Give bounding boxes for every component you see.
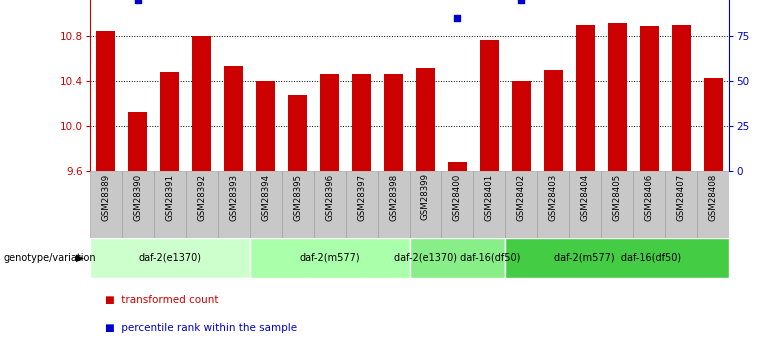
Text: GSM28398: GSM28398 bbox=[389, 174, 398, 220]
Bar bbox=[448, 162, 467, 171]
Bar bbox=[505, 171, 537, 238]
Bar bbox=[505, 238, 729, 278]
Text: GSM28405: GSM28405 bbox=[613, 174, 622, 221]
Bar bbox=[537, 171, 569, 238]
Bar bbox=[250, 171, 282, 238]
Bar bbox=[544, 70, 563, 171]
Bar bbox=[288, 95, 307, 171]
Text: GSM28403: GSM28403 bbox=[549, 174, 558, 221]
Bar bbox=[192, 36, 211, 171]
Bar bbox=[378, 171, 410, 238]
Bar bbox=[90, 171, 122, 238]
Bar bbox=[512, 81, 531, 171]
Bar bbox=[160, 72, 179, 171]
Bar bbox=[96, 31, 115, 171]
Bar bbox=[640, 26, 659, 171]
Text: daf-2(e1370) daf-16(df50): daf-2(e1370) daf-16(df50) bbox=[394, 253, 521, 263]
Bar bbox=[410, 238, 505, 278]
Bar bbox=[122, 171, 154, 238]
Text: GSM28401: GSM28401 bbox=[485, 174, 494, 221]
Text: GSM28390: GSM28390 bbox=[133, 174, 142, 220]
Bar bbox=[416, 68, 435, 171]
Text: GSM28397: GSM28397 bbox=[357, 174, 366, 220]
Text: GSM28395: GSM28395 bbox=[293, 174, 302, 220]
Text: GSM28402: GSM28402 bbox=[517, 174, 526, 221]
Text: daf-2(m577)  daf-16(df50): daf-2(m577) daf-16(df50) bbox=[554, 253, 681, 263]
Bar bbox=[346, 171, 378, 238]
Bar bbox=[608, 23, 627, 171]
Bar bbox=[282, 171, 314, 238]
Text: GSM28399: GSM28399 bbox=[421, 174, 430, 220]
Text: GSM28394: GSM28394 bbox=[261, 174, 270, 220]
Text: ■  percentile rank within the sample: ■ percentile rank within the sample bbox=[105, 323, 297, 333]
Text: GSM28392: GSM28392 bbox=[197, 174, 206, 220]
Bar bbox=[697, 171, 729, 238]
Bar bbox=[218, 171, 250, 238]
Bar bbox=[128, 112, 147, 171]
Text: daf-2(e1370): daf-2(e1370) bbox=[138, 253, 201, 263]
Bar bbox=[154, 171, 186, 238]
Text: ▶: ▶ bbox=[76, 253, 84, 263]
Bar bbox=[480, 40, 499, 171]
Bar bbox=[320, 74, 339, 171]
Bar bbox=[90, 238, 250, 278]
Bar bbox=[256, 81, 275, 171]
Point bbox=[451, 16, 463, 21]
Bar bbox=[441, 171, 473, 238]
Bar bbox=[601, 171, 633, 238]
Text: genotype/variation: genotype/variation bbox=[4, 253, 97, 263]
Bar bbox=[186, 171, 218, 238]
Point bbox=[131, 0, 144, 3]
Bar bbox=[314, 171, 346, 238]
Text: GSM28408: GSM28408 bbox=[709, 174, 718, 221]
Text: GSM28404: GSM28404 bbox=[581, 174, 590, 221]
Bar bbox=[473, 171, 505, 238]
Bar bbox=[633, 171, 665, 238]
Text: GSM28407: GSM28407 bbox=[677, 174, 686, 221]
Text: GSM28396: GSM28396 bbox=[325, 174, 334, 220]
Bar bbox=[704, 78, 723, 171]
Bar bbox=[672, 25, 691, 171]
Bar bbox=[384, 74, 403, 171]
Bar bbox=[224, 67, 243, 171]
Text: daf-2(m577): daf-2(m577) bbox=[300, 253, 360, 263]
Text: ■  transformed count: ■ transformed count bbox=[105, 295, 219, 305]
Text: GSM28400: GSM28400 bbox=[453, 174, 462, 221]
Bar bbox=[410, 171, 441, 238]
Bar bbox=[569, 171, 601, 238]
Bar bbox=[352, 74, 371, 171]
Bar bbox=[576, 25, 595, 171]
Text: GSM28391: GSM28391 bbox=[165, 174, 174, 220]
Point bbox=[516, 0, 528, 3]
Text: GSM28389: GSM28389 bbox=[101, 174, 110, 220]
Bar bbox=[665, 171, 697, 238]
Bar bbox=[250, 238, 410, 278]
Text: GSM28406: GSM28406 bbox=[645, 174, 654, 221]
Text: GSM28393: GSM28393 bbox=[229, 174, 238, 220]
